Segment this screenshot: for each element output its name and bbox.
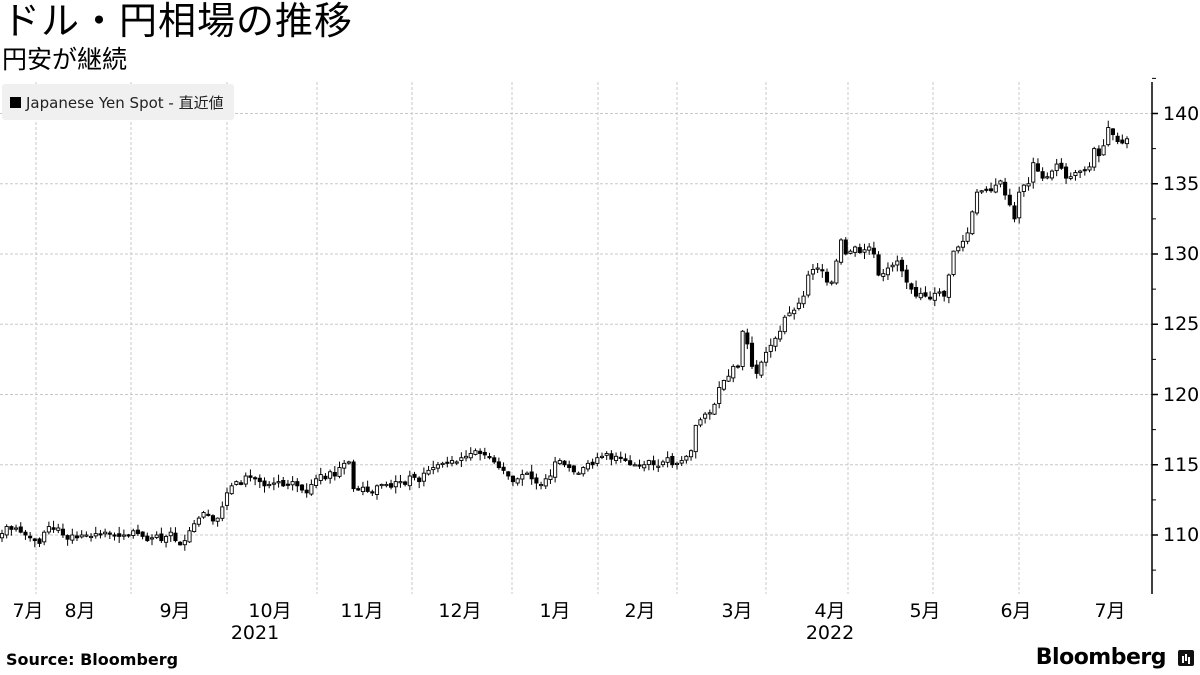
x-month-label: 12月	[438, 600, 482, 622]
gridlines	[0, 82, 1152, 594]
x-month-label: 11月	[340, 600, 384, 622]
x-year-label: 2022	[805, 622, 855, 644]
bloomberg-chart-icon	[1178, 650, 1194, 666]
x-month-label: 4月	[814, 600, 846, 622]
y-tick-label: 125	[1163, 313, 1200, 336]
y-tick-label: 130	[1163, 243, 1200, 265]
x-month-label: 2月	[624, 600, 656, 622]
x-month-label: 7月	[1094, 600, 1126, 622]
y-tick-label: 110	[1163, 524, 1200, 546]
bloomberg-logo: Bloomberg	[1035, 645, 1167, 670]
legend-swatch-icon	[10, 96, 21, 108]
y-tick-label: 120	[1163, 383, 1200, 406]
x-month-label: 1月	[539, 600, 571, 622]
y-axis	[1151, 77, 1158, 594]
x-month-label: 3月	[721, 600, 753, 622]
legend: Japanese Yen Spot - 直近値	[2, 84, 234, 120]
chart-subtitle: 円安が継続	[2, 45, 128, 74]
x-year-label: 2021	[230, 622, 280, 644]
y-tick-label: 140	[1163, 102, 1200, 125]
x-month-label: 6月	[1000, 600, 1032, 622]
x-month-label: 9月	[159, 600, 191, 622]
chart-title: ドル・円相場の推移	[2, 0, 354, 43]
x-month-label: 10月	[248, 600, 292, 622]
candles	[0, 120, 1130, 551]
x-month-label: 5月	[909, 600, 941, 622]
x-month-label: 7月	[12, 600, 44, 622]
x-month-label: 8月	[64, 600, 96, 622]
legend-label: Japanese Yen Spot - 直近値	[26, 93, 224, 112]
source-label: Source: Bloomberg	[6, 650, 179, 669]
y-tick-label: 135	[1163, 172, 1200, 195]
y-tick-label: 115	[1163, 453, 1200, 476]
